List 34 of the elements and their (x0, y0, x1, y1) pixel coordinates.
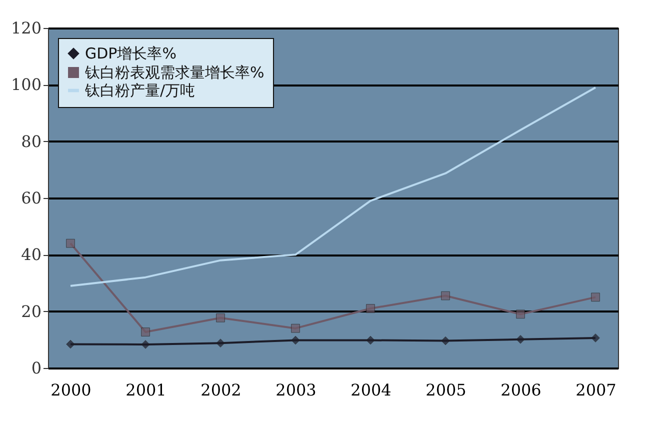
point (591, 292, 600, 302)
point (216, 338, 225, 348)
y-tick-label: 80 (21, 132, 42, 151)
point (516, 334, 525, 344)
point (441, 291, 450, 300)
y-tick-label: 100 (10, 75, 42, 94)
x-tick-label: 2001 (126, 380, 166, 400)
legend-label: GDP增长率% (85, 44, 176, 62)
point (441, 336, 450, 346)
point (291, 324, 300, 333)
point (516, 310, 525, 319)
point (366, 336, 375, 345)
x-tick-label: 2000 (50, 380, 92, 400)
point (591, 334, 600, 342)
point (366, 304, 375, 313)
x-tick-label: 2002 (200, 380, 242, 400)
point (291, 336, 300, 345)
legend-label: 钛白粉表观需求量增长率% (84, 64, 264, 82)
legend-label: 钛白粉产量/万吨 (84, 82, 196, 100)
point (66, 238, 75, 248)
point (141, 340, 150, 349)
y-tick-label: 20 (21, 302, 42, 321)
y-tick-label: 0 (31, 358, 42, 378)
point (66, 340, 75, 349)
x-tick-label: 2006 (500, 380, 542, 400)
y-tick-label: 120 (10, 18, 42, 38)
x-tick-label: 2003 (276, 380, 316, 400)
x-tick-label: 2007 (576, 380, 616, 400)
point (141, 328, 150, 336)
y-tick-label: 40 (21, 245, 42, 264)
y-tick-label: 60 (21, 188, 42, 208)
point (216, 313, 225, 322)
x-tick-label: 2005 (426, 380, 466, 400)
x-tick-label: 2004 (350, 380, 392, 400)
